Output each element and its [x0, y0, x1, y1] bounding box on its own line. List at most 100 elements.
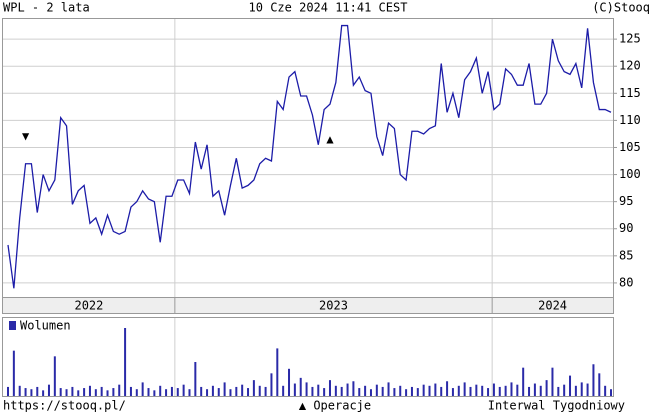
price-line: [7, 24, 612, 289]
volume-bar: [147, 388, 150, 396]
volume-bar: [469, 386, 472, 396]
volume-bar: [592, 364, 595, 396]
y-tick-label: 110: [619, 113, 641, 127]
year-label: 2024: [538, 299, 567, 313]
volume-bar: [129, 386, 132, 396]
volume-bar: [77, 390, 80, 396]
volume-bar: [18, 385, 21, 396]
volume-bar: [100, 386, 103, 396]
volume-bar: [434, 383, 437, 396]
volume-bar: [334, 385, 337, 396]
volume-bar: [328, 380, 331, 396]
year-band: [2, 297, 614, 314]
volume-bar: [346, 383, 349, 396]
volume-bar: [381, 386, 384, 396]
volume-bar: [30, 389, 33, 396]
volume-bar: [563, 384, 566, 396]
volume-bar: [504, 385, 507, 396]
volume-bar: [288, 368, 291, 396]
year-label: 2022: [74, 299, 103, 313]
volume-bar: [440, 386, 443, 396]
volume-bar: [317, 384, 320, 396]
volume-bar: [247, 388, 250, 396]
volume-bar: [229, 389, 232, 396]
volume-bar: [217, 388, 220, 396]
volume-bar: [83, 388, 86, 396]
volume-bar: [165, 389, 168, 396]
volume-bar: [446, 381, 449, 396]
volume-bar: [428, 385, 431, 396]
volume-bar: [7, 386, 9, 396]
y-tick-label: 85: [619, 248, 633, 262]
volume-panel: [2, 317, 614, 397]
volume-bar: [106, 390, 109, 396]
volume-bar: [194, 362, 197, 396]
volume-bar: [580, 382, 583, 396]
volume-bar: [574, 385, 577, 396]
volume-bar: [323, 388, 326, 396]
volume-bar: [12, 350, 15, 396]
y-tick-label: 95: [619, 194, 633, 208]
volume-bar: [276, 348, 279, 396]
volume-bar: [270, 373, 273, 396]
volume-bar: [369, 389, 372, 396]
volume-bar: [94, 389, 97, 396]
volume-bar: [141, 382, 144, 396]
volume-bar: [569, 375, 572, 396]
volume-bar: [364, 385, 367, 396]
volume-bar: [463, 382, 466, 396]
volume-bar: [545, 380, 548, 396]
chart-title: WPL - 2 lata: [3, 1, 90, 15]
volume-bar: [598, 373, 601, 396]
volume-bar: [252, 380, 255, 396]
y-tick-label: 120: [619, 59, 641, 73]
volume-bar: [422, 384, 425, 396]
volume-bar: [264, 386, 267, 396]
y-tick-label: 80: [619, 275, 633, 289]
volume-bar: [47, 384, 50, 396]
volume-bar: [387, 382, 390, 396]
volume-bar: [457, 385, 460, 396]
source: (C)Stooq: [592, 1, 650, 15]
volume-bar: [176, 388, 179, 396]
y-tick-label: 90: [619, 221, 633, 235]
volume-bar: [188, 389, 191, 396]
volume-bar: [481, 385, 484, 396]
y-tick-label: 115: [619, 86, 641, 100]
volume-bar: [88, 385, 91, 396]
volume-bar: [610, 389, 612, 396]
volume-bar: [410, 386, 413, 396]
chart-subtitle: 10 Cze 2024 11:41 CEST: [249, 1, 408, 15]
volume-bar: [293, 383, 296, 396]
volume-bar: [311, 386, 314, 396]
year-label: 2023: [319, 299, 348, 313]
volume-bar: [65, 389, 68, 396]
volume-bar: [416, 388, 419, 396]
volume-bar: [528, 386, 531, 396]
volume-bar: [223, 382, 226, 396]
volume-bar: [235, 386, 238, 396]
volume-bar: [475, 384, 478, 396]
volume-bar: [533, 383, 536, 396]
footer-url: https://stooq.pl/: [3, 399, 126, 413]
volume-bar: [492, 383, 495, 396]
volume-bar: [153, 390, 156, 396]
volume-bar: [206, 389, 209, 396]
volume-bar: [159, 385, 162, 396]
volume-bar: [586, 383, 589, 396]
volume-bar: [393, 388, 396, 396]
y-tick-label: 100: [619, 167, 641, 181]
volume-bar: [375, 384, 378, 396]
volume-bar: [539, 385, 542, 396]
volume-bar: [305, 382, 308, 396]
volume-bar: [557, 386, 560, 396]
operation-marker: ▼: [22, 129, 30, 143]
volume-bar: [352, 381, 355, 396]
volume-bar: [604, 385, 607, 396]
volume-bar: [182, 384, 185, 396]
volume-bar: [59, 388, 62, 396]
footer-interval: Interwal Tygodniowy: [488, 399, 625, 413]
volume-bar: [299, 377, 302, 396]
volume-bar: [258, 385, 261, 396]
volume-bar: [112, 388, 115, 396]
